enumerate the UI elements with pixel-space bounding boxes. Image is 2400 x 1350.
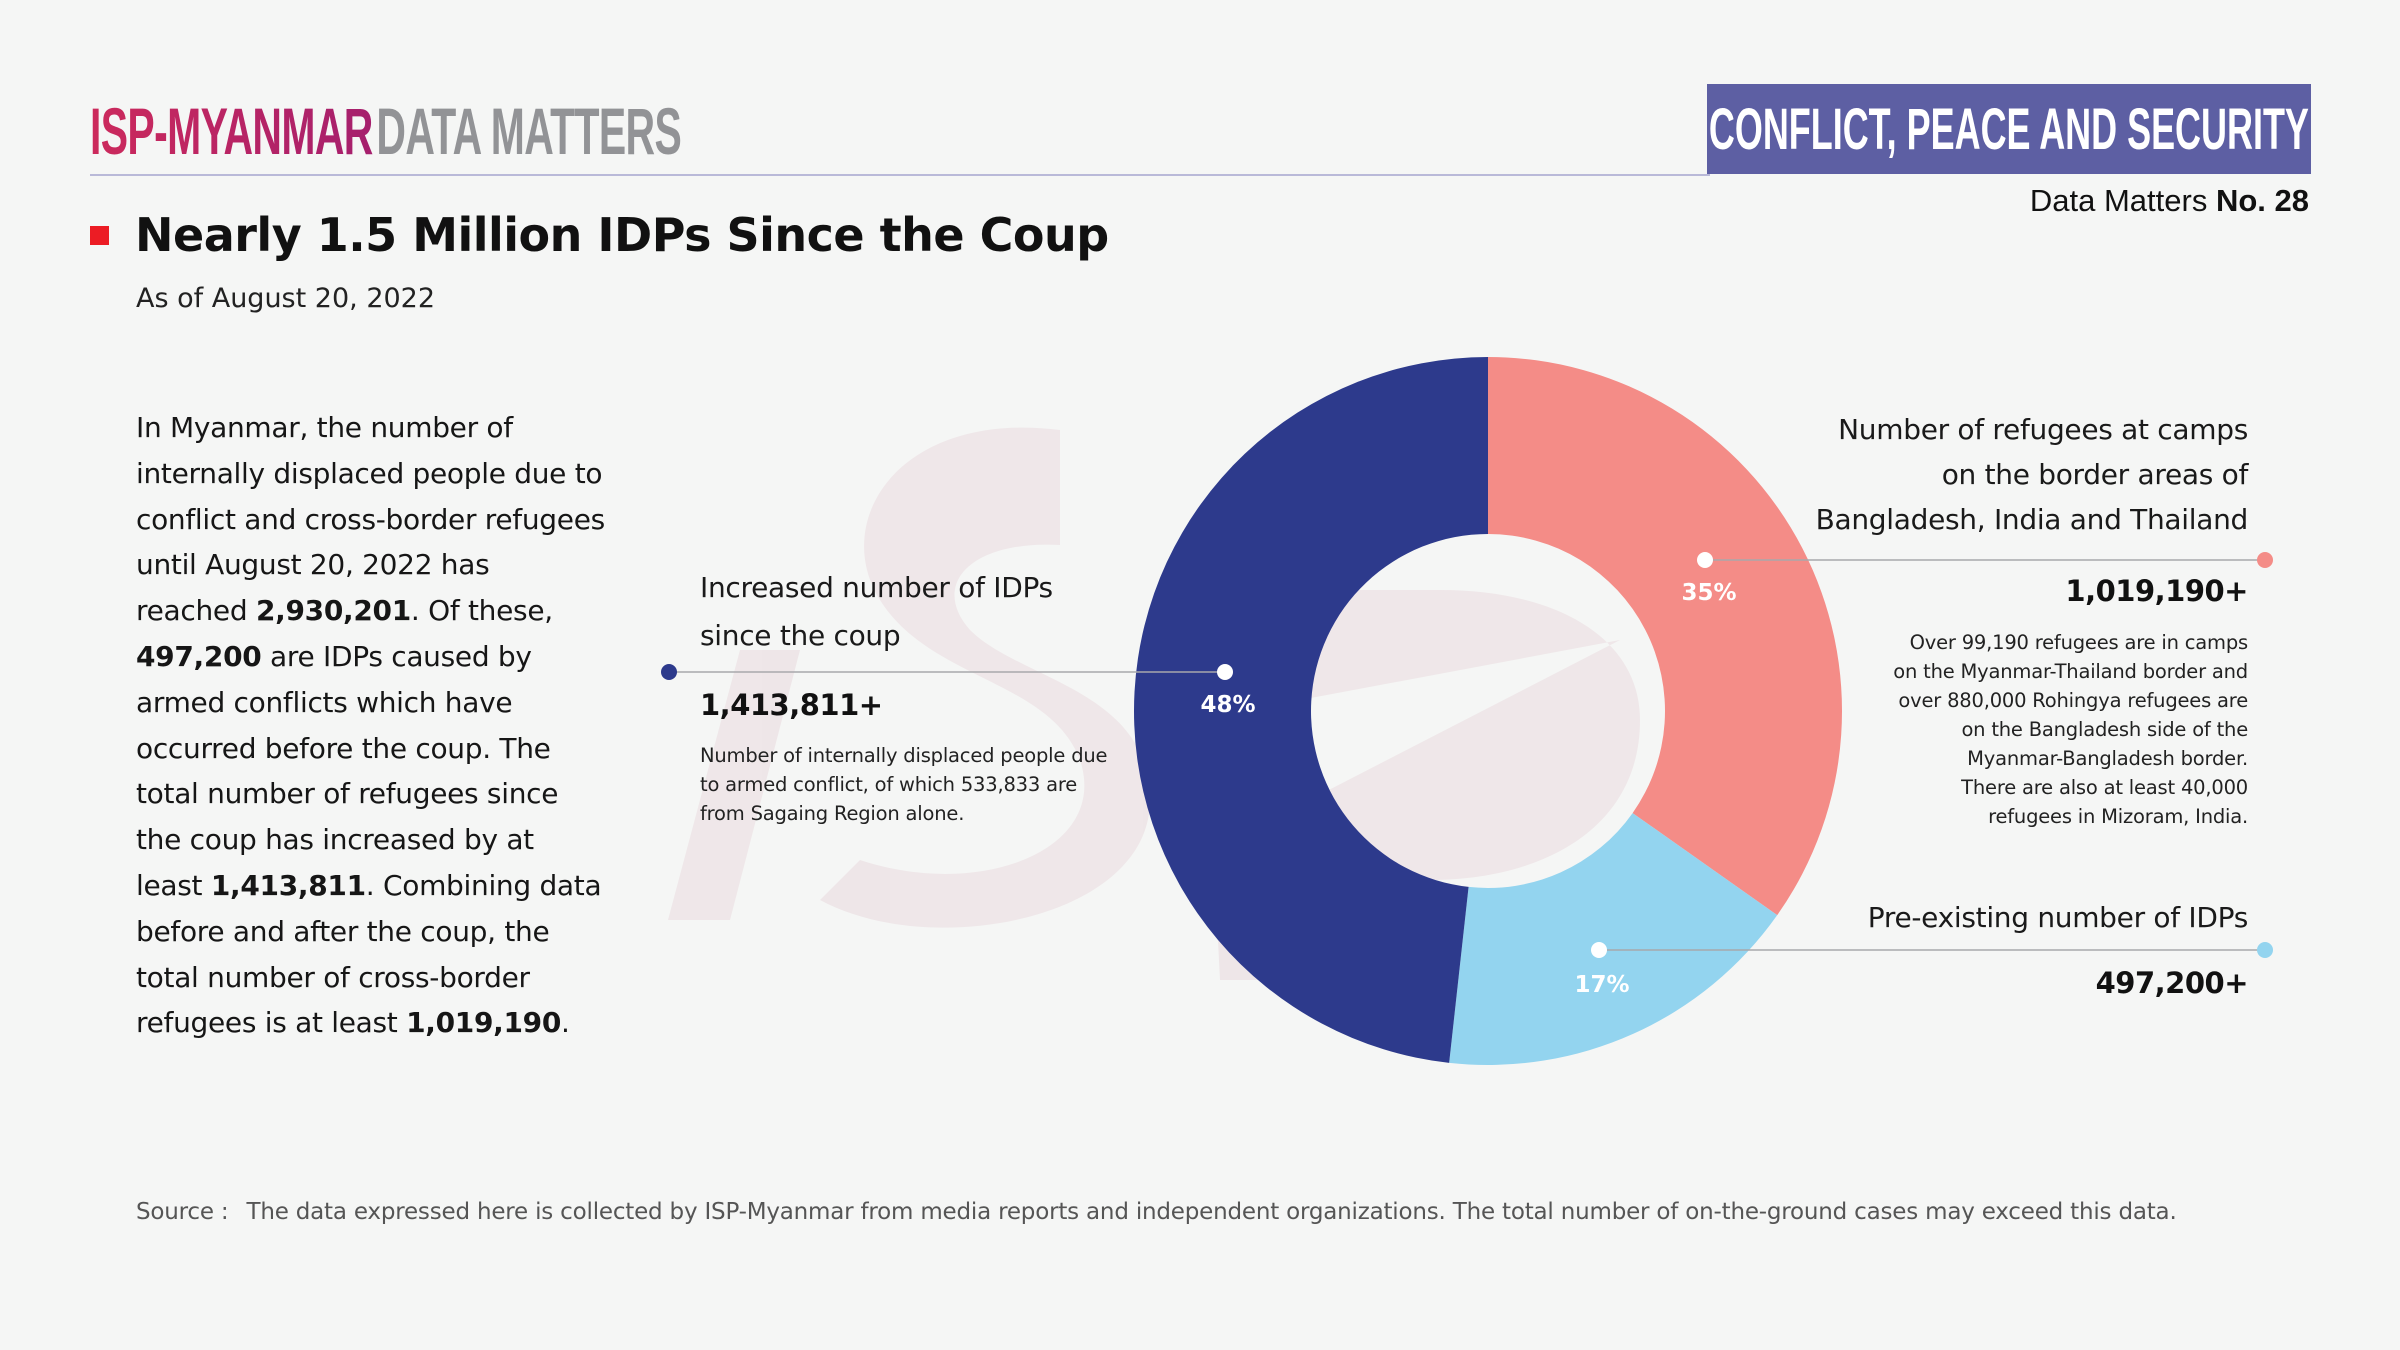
refugees-camps-desc-line: refugees in Mizoram, India. xyxy=(1988,805,2248,828)
refugees-camps-desc-line: over 880,000 Rohingya refugees are xyxy=(1898,689,2248,712)
refugees-camps-desc-line: There are also at least 40,000 xyxy=(1961,776,2248,799)
brand-logo: ISP-MYANMARDATA MATTERS xyxy=(90,94,682,168)
refugees-camps-title-line: on the border areas of xyxy=(1941,458,2249,491)
summary-highlight-number: 1,413,811 xyxy=(210,868,366,902)
category-label: CONFLICT, PEACE AND SECURITY xyxy=(1708,96,2310,162)
increased-idps-title: Increased number of IDPs since the coup xyxy=(700,571,1053,652)
donut-slice-increased-idps xyxy=(1134,357,1488,1063)
refugees-camps-desc-line: Over 99,190 refugees are in camps xyxy=(1909,631,2249,654)
issue-no: No. 28 xyxy=(2215,183,2309,218)
summary-highlight-number: 1,019,190 xyxy=(406,1006,562,1040)
refugees-camps-desc-line: on the Bangladesh side of the xyxy=(1961,718,2248,741)
refugees-camps-desc-line: Myanmar-Bangladesh border. xyxy=(1967,747,2248,770)
refugees-camps-title: Number of refugees at camps on the borde… xyxy=(1728,407,2249,542)
slice-marker-dot-preexisting-idps xyxy=(1591,942,1607,958)
summary-highlight-number: 2,930,201 xyxy=(255,594,411,628)
summary-text: . xyxy=(561,1006,570,1040)
percent-label-refugees-camps: 35% xyxy=(1681,580,1736,606)
refugees-camps-value: 1,019,190+ xyxy=(2065,574,2248,608)
summary-paragraph: In Myanmar, the number of internally dis… xyxy=(136,405,606,1046)
refugees-camps-description: Over 99,190 refugees are in camps on the… xyxy=(1808,628,2248,831)
refugees-camps-title-line: Number of refugees at camps xyxy=(1838,413,2248,446)
header-divider xyxy=(90,174,1710,176)
donut-slice-preexisting-idps xyxy=(1449,813,1778,1065)
source-note: Source : The data expressed here is colle… xyxy=(136,1199,2177,1225)
increased-idps-description: Number of internally displaced people du… xyxy=(700,744,1108,825)
brand-primary: ISP-MYANMAR xyxy=(90,94,373,168)
summary-text: In Myanmar, the number of internally dis… xyxy=(136,411,605,628)
percent-label-increased-idps: 48% xyxy=(1200,692,1255,718)
page-title: Nearly 1.5 Million IDPs Since the Coup xyxy=(135,208,1109,262)
issue-number: Data Matters No. 28 xyxy=(2030,183,2309,219)
source-text: The data expressed here is collected by … xyxy=(246,1199,2177,1225)
category-badge: CONFLICT, PEACE AND SECURITY xyxy=(1707,84,2311,174)
leader-end-dot-increased-idps xyxy=(661,664,677,680)
summary-highlight-number: 497,200 xyxy=(136,639,262,673)
slice-marker-dot-refugees-camps xyxy=(1697,552,1713,568)
slice-marker-dot-increased-idps xyxy=(1217,664,1233,680)
summary-text: . Combining data before and after the co… xyxy=(136,868,602,1040)
refugees-camps-title-line: Bangladesh, India and Thailand xyxy=(1815,503,2249,536)
source-label: Source : xyxy=(136,1199,229,1225)
summary-text: are IDPs caused by armed conflicts which… xyxy=(136,639,559,902)
brand-secondary: DATA MATTERS xyxy=(376,94,682,168)
refugees-camps-desc-line: on the Myanmar-Thailand border and xyxy=(1893,660,2248,683)
summary-text: . Of these, xyxy=(410,594,553,628)
page-subtitle: As of August 20, 2022 xyxy=(136,283,436,314)
leader-end-dot-refugees-camps xyxy=(2257,552,2273,568)
percent-label-preexisting-idps: 17% xyxy=(1574,972,1629,998)
preexisting-idps-title: Pre-existing number of IDPs xyxy=(1867,901,2249,934)
title-marker-icon xyxy=(90,226,109,245)
preexisting-idps-value: 497,200+ xyxy=(2095,966,2249,1000)
increased-idps-value: 1,413,811+ xyxy=(700,688,883,722)
donut-slice-refugees-camps xyxy=(1488,357,1842,916)
issue-prefix: Data Matters xyxy=(2029,183,2208,218)
leader-end-dot-preexisting-idps xyxy=(2257,942,2273,958)
